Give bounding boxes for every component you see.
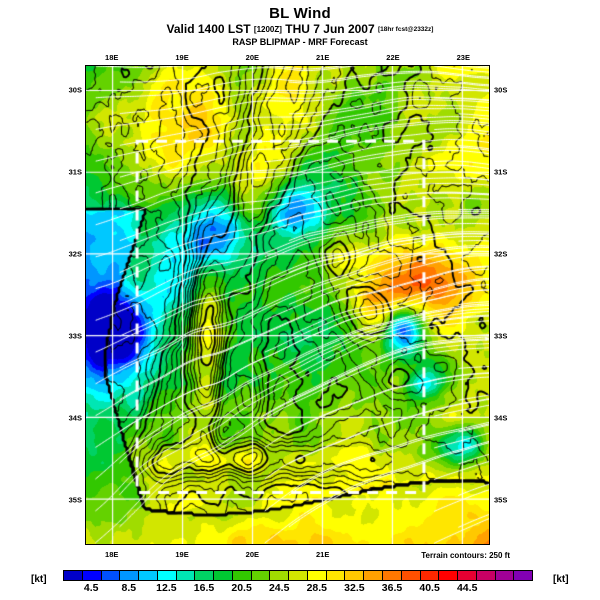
colorbar-swatch: [345, 571, 365, 580]
y-axis-tick-left: 34S: [68, 413, 82, 423]
x-axis-tick-bottom: 18E: [105, 550, 119, 559]
x-axis-tick-top: 20E: [245, 53, 260, 62]
y-axis-tick-right: 33S: [494, 331, 508, 341]
colorbar-tick: 32.5: [344, 582, 365, 594]
colorbar-swatch: [251, 571, 271, 580]
subtitle: RASP BLIPMAP - MRF Forecast: [232, 37, 368, 47]
x-axis-tick-bottom: 20E: [245, 550, 260, 559]
colorbar-swatch: [82, 571, 102, 580]
colorbar-legend: [kt] [kt] 4.5 8.5 12.5 16.5 20.5 24.5 28.5 32.5…: [0, 570, 600, 596]
colorbar-swatch: [401, 571, 421, 580]
colorbar-swatch: [139, 571, 158, 580]
map-plot-area[interactable]: [85, 65, 490, 545]
colorbar-unit-left: [kt]: [31, 574, 47, 585]
wind-field-heatmap: [86, 66, 489, 544]
colorbar-swatch: [64, 571, 83, 580]
colorbar-swatch: [157, 571, 177, 580]
y-axis-tick-left: 30S: [68, 85, 82, 95]
page-title: BL Wind: [269, 5, 331, 22]
y-axis-tick-left: 35S: [68, 495, 82, 505]
colorbar-tick-labels: 4.5 8.5 12.5 16.5 20.5 24.5 28.5 32.5 36.5 40.5 44…: [63, 582, 533, 596]
colorbar-swatch: [195, 571, 215, 580]
x-axis-tick-top: 21E: [315, 53, 330, 62]
colorbar-swatch: [176, 571, 196, 580]
y-axis-tick-right: 34S: [494, 413, 508, 423]
colorbar-swatch: [214, 571, 233, 580]
y-axis-tick-right: 31S: [494, 167, 508, 177]
x-axis-tick-top: 23E: [456, 53, 470, 62]
colorbar-tick: 8.5: [121, 582, 137, 594]
colorbar-swatch: [476, 571, 496, 580]
colorbar-swatches: [63, 570, 533, 581]
colorbar-swatch: [420, 571, 440, 580]
valid-time-line: Valid 1400 LST [1200Z] THU 7 Jun 2007 [1…: [0, 22, 600, 37]
colorbar-swatch: [101, 571, 121, 580]
colorbar-swatch: [270, 571, 290, 580]
x-axis-tick-top: 18E: [105, 53, 119, 62]
colorbar-tick: 28.5: [306, 582, 328, 594]
colorbar-tick: 44.5: [456, 582, 478, 594]
colorbar-unit-right: [kt]: [553, 574, 569, 585]
colorbar-tick: 40.5: [419, 582, 440, 594]
valid-time-text: Valid 1400 LST: [166, 22, 251, 36]
forecast-age-text: [18hr fcst@2332z]: [377, 26, 434, 33]
y-axis-tick-right: 35S: [494, 495, 508, 505]
y-axis-tick-right: 30S: [494, 85, 508, 95]
x-axis-tick-top: 22E: [386, 53, 400, 62]
valid-time-utc: [1200Z]: [253, 25, 282, 34]
colorbar-swatch: [495, 571, 515, 580]
colorbar-swatch: [307, 571, 327, 580]
colorbar-swatch: [326, 571, 346, 580]
colorbar-swatch: [364, 571, 384, 580]
x-axis-tick-bottom: 21E: [315, 550, 330, 559]
x-axis-tick-bottom: 19E: [175, 550, 189, 559]
y-axis-tick-left: 33S: [68, 331, 82, 341]
colorbar-swatch: [289, 571, 308, 580]
terrain-contour-note: Terrain contours: 250 ft: [421, 551, 510, 560]
colorbar-swatch: [120, 571, 140, 580]
title-block: BL Wind Valid 1400 LST [1200Z] THU 7 Jun…: [0, 6, 600, 48]
y-axis-tick-left: 31S: [68, 167, 82, 177]
colorbar-tick: 16.5: [193, 582, 215, 594]
colorbar-tick: 20.5: [231, 582, 252, 594]
colorbar-swatch: [439, 571, 459, 580]
colorbar-tick: 36.5: [381, 582, 403, 594]
colorbar-swatch: [232, 571, 252, 580]
colorbar-swatch: [458, 571, 477, 580]
y-axis-tick-right: 32S: [494, 249, 508, 259]
colorbar-swatch: [383, 571, 402, 580]
x-axis-tick-top: 19E: [175, 53, 189, 62]
y-axis-tick-left: 32S: [68, 249, 82, 259]
colorbar-swatch: [514, 571, 533, 580]
colorbar-tick: 4.5: [83, 582, 99, 594]
colorbar-tick: 24.5: [268, 582, 290, 594]
colorbar-tick: 12.5: [156, 582, 177, 594]
valid-date-text: THU 7 Jun 2007: [285, 22, 375, 36]
